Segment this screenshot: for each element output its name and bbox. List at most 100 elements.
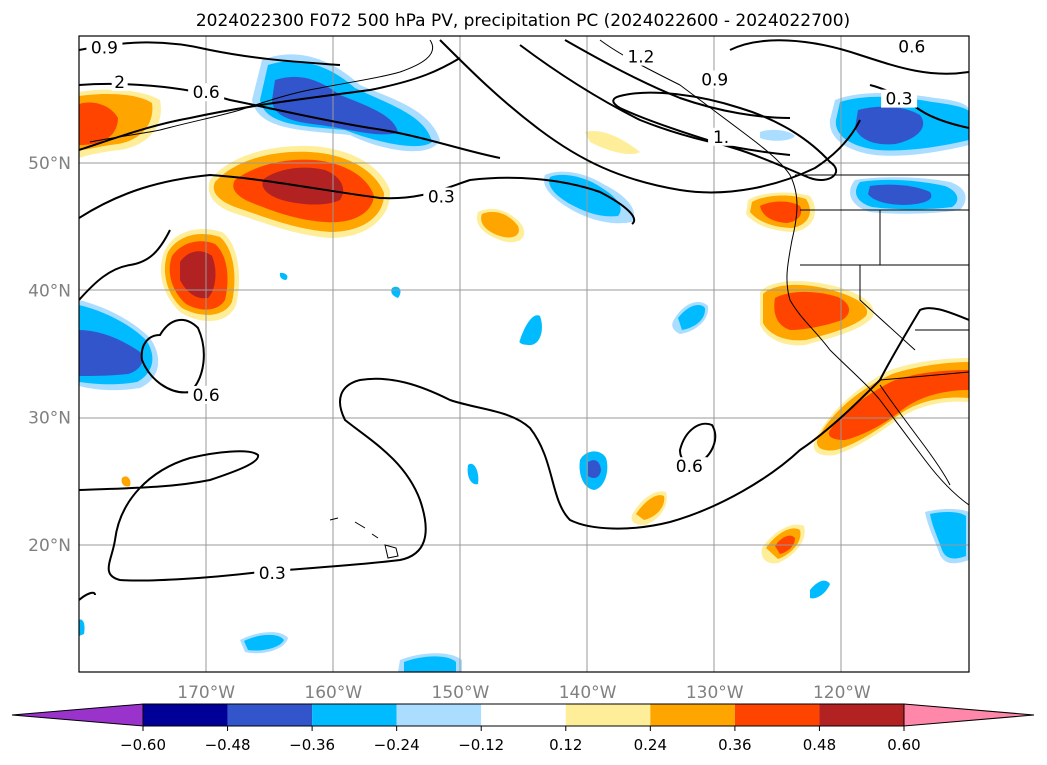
pv-contour-line: [729, 39, 969, 75]
latitude-tick-labels: 20°N 30°N 40°N 50°N: [28, 154, 71, 556]
precip-positive-region: [774, 291, 850, 330]
contour-label-bg: [111, 73, 128, 92]
colorbar-segment: [565, 704, 651, 726]
colorbar: −0.60 −0.48 −0.36 −0.24 −0.12 0.12 0.24 0.36 0.4…: [11, 703, 1035, 754]
contour-label-bg: [188, 83, 225, 102]
colorbar-tick-label: 0.60: [887, 736, 920, 754]
pv-contour-line: [79, 82, 501, 159]
colorbar-segment: [481, 704, 566, 726]
colorbar-segment: [227, 704, 313, 726]
colorbar-tick-label: −0.36: [289, 736, 335, 754]
colorbar-extend-min: [11, 703, 144, 727]
figure-title: 2024022300 F072 500 hPa PV, precipitatio…: [196, 11, 850, 31]
border-states: [800, 209, 969, 351]
lat-tick-label: 20°N: [28, 536, 71, 556]
colorbar-segment: [650, 704, 735, 726]
precip-positive-region: [585, 130, 640, 155]
colorbar-tick-label: −0.12: [458, 736, 504, 754]
contour-label: 0.9: [701, 71, 728, 91]
colorbar-segment: [819, 704, 904, 726]
pv-contour-line: [519, 44, 791, 156]
pv-contour-layer: [79, 39, 969, 601]
precip-negative-region: [930, 511, 966, 559]
coastline-north-america: [599, 39, 969, 506]
contour-label-bg: [254, 564, 291, 583]
precip-positive-region: [760, 201, 802, 223]
precip-positive-region: [121, 476, 131, 487]
colorbar-tick-label: 0.36: [718, 736, 751, 754]
contour-label: 2: [114, 73, 125, 93]
precip-positive-region: [180, 251, 216, 299]
precip-negative-region: [244, 634, 284, 651]
colorbar-tick-label: 0.48: [803, 736, 836, 754]
contour-label-bg: [622, 47, 659, 66]
colorbar-segment: [312, 704, 397, 726]
pv-contour-line: [79, 173, 635, 225]
precip-negative-region: [79, 619, 85, 636]
lat-tick-label: 40°N: [28, 281, 71, 301]
lon-tick-label: 130°W: [686, 683, 744, 703]
precip-positive-region: [467, 463, 479, 485]
colorbar-segment: [143, 704, 228, 726]
map-frame: [78, 35, 970, 673]
pv-contour-line: [564, 39, 791, 119]
contour-label: 0.9: [91, 39, 118, 59]
lat-tick-label: 30°N: [28, 409, 71, 429]
contour-label: 0.3: [886, 90, 913, 110]
pv-contour-line: [79, 57, 461, 151]
map-background: [79, 36, 969, 672]
contour-label-bg: [86, 38, 123, 57]
lat-tick-label: 50°N: [28, 154, 71, 174]
colorbar-outline: [142, 703, 905, 727]
contour-label: 0.6: [676, 457, 703, 477]
precip-negative-region: [588, 460, 601, 478]
contour-label-layer: 0.9 2 0.6 0.3 1.2 0.9 1. 0.6 0.3 0.6 0.6 0.3: [86, 37, 930, 584]
contour-label: 0.6: [898, 37, 925, 57]
precip-positive-region: [481, 211, 519, 238]
longitude-tick-labels: 170°W 160°W 150°W 140°W 130°W 120°W: [177, 683, 871, 703]
pv-contour-line: [612, 91, 838, 181]
contour-label: 0.6: [193, 83, 220, 103]
hawaii-islands: [329, 517, 399, 559]
colorbar-tick-label: 0.24: [634, 736, 667, 754]
precip-negative-region: [760, 129, 795, 141]
contour-label: 0.6: [193, 386, 220, 406]
contour-label-bg: [893, 37, 930, 56]
contour-label-bg: [671, 457, 708, 476]
contour-label-bg: [423, 187, 460, 206]
precip-negative-region: [79, 330, 143, 376]
coastline-alaska: [89, 39, 433, 143]
precip-negative-region: [810, 580, 830, 599]
contour-label-bg: [188, 385, 225, 404]
precip-negative-region: [519, 315, 542, 345]
lon-tick-label: 170°W: [177, 683, 235, 703]
contour-label: 1.: [713, 128, 729, 148]
coastline-layer: [89, 39, 969, 559]
precip-negative-region: [678, 305, 706, 330]
colorbar-extend-max: [903, 703, 1035, 727]
precip-shading-layer: [79, 54, 969, 672]
precip-positive-region: [79, 102, 118, 145]
precip-positive-region: [828, 370, 969, 440]
colorbar-tick-label: −0.60: [120, 736, 166, 754]
lon-tick-label: 150°W: [432, 683, 490, 703]
precip-positive-region: [636, 495, 665, 520]
colorbar-tick-label: −0.24: [374, 736, 420, 754]
colorbar-tick-label: −0.48: [205, 736, 251, 754]
pv-contour-line: [79, 307, 969, 582]
contour-label-bg: [708, 127, 735, 146]
contour-label-bg: [696, 70, 733, 89]
lon-tick-label: 120°W: [813, 683, 871, 703]
contour-label-bg: [881, 89, 918, 108]
precip-negative-region: [404, 656, 456, 672]
contour-label: 1.2: [627, 48, 654, 68]
precip-negative-region: [549, 174, 621, 217]
map-panel: 0.9 2 0.6 0.3 1.2 0.9 1. 0.6 0.3 0.6 0.6 0.3: [78, 35, 970, 673]
colorbar-segment: [396, 704, 482, 726]
precip-negative-region: [868, 184, 932, 205]
contour-label: 0.3: [259, 564, 286, 584]
contour-label: 0.3: [428, 188, 455, 208]
precip-negative-region: [855, 106, 924, 145]
pv-contour-line: [79, 229, 171, 301]
